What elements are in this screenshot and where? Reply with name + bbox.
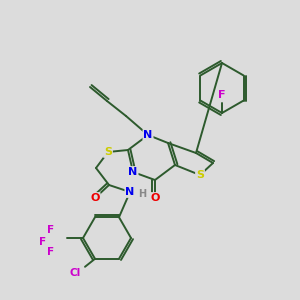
Text: O: O: [150, 193, 160, 203]
Text: N: N: [125, 187, 135, 197]
Text: S: S: [104, 147, 112, 157]
Text: N: N: [143, 130, 153, 140]
Text: H: H: [138, 189, 146, 199]
Text: O: O: [90, 193, 100, 203]
Text: N: N: [128, 167, 138, 177]
Text: F: F: [47, 225, 55, 235]
Text: F: F: [218, 90, 226, 100]
Text: F: F: [47, 247, 55, 257]
Text: S: S: [196, 170, 204, 180]
Text: Cl: Cl: [69, 268, 81, 278]
Text: F: F: [39, 237, 46, 247]
